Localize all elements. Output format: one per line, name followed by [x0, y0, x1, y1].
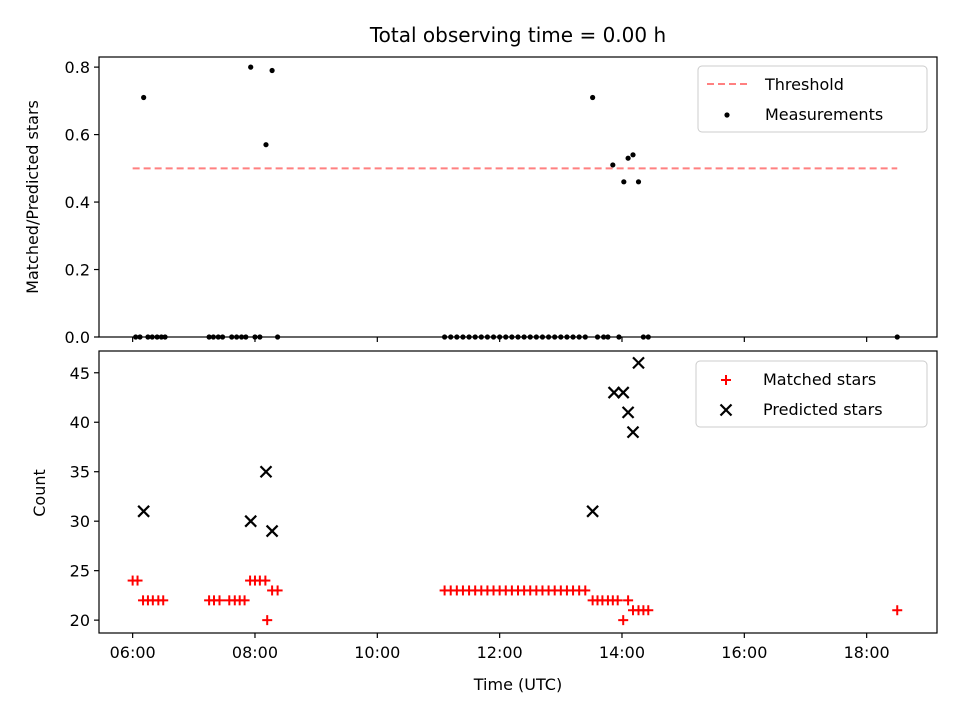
measurement-point: [590, 94, 596, 101]
threshold-legend-label: Threshold: [764, 75, 844, 94]
bottom-legend-box: [695, 360, 928, 428]
bottom-y-tick-label: 40: [70, 413, 90, 432]
measurements-legend-swatch: [724, 112, 730, 118]
measurement-point: [630, 152, 636, 158]
matched-star-point: [239, 595, 250, 606]
matched-star-point: [158, 595, 169, 606]
matched-star-point: [580, 585, 591, 596]
predicted-legend-marker: [719, 403, 733, 417]
bottom-x-tick-label: 12:00: [477, 643, 523, 662]
predicted-star-point: [616, 386, 630, 399]
top-y-tick-label: 0.8: [65, 58, 90, 77]
predicted-star-point: [244, 514, 257, 528]
measurement-point: [248, 64, 254, 70]
predicted-star-point: [632, 356, 645, 370]
bottom-y-axis: 20 25 30 35 40 45: [70, 364, 99, 630]
matched-star-point: [643, 605, 654, 616]
predicted-star-point: [621, 406, 635, 419]
bottom-y-tick-label: 35: [70, 463, 90, 482]
bottom-x-tick-label: 06:00: [110, 643, 156, 662]
bottom-legend: Matched stars Predicted stars: [695, 360, 928, 428]
matched-legend-marker: [721, 375, 731, 385]
matched-star-point: [612, 595, 623, 606]
bottom-x-tick-label: 14:00: [599, 643, 645, 662]
bottom-plot-frame: [98, 350, 938, 634]
bottom-y-tick-label: 25: [70, 562, 90, 581]
bottom-x-tick-label: 18:00: [844, 643, 890, 662]
matched-star-point: [623, 595, 634, 606]
chart-title: Total observing time = 0.00 h: [369, 23, 666, 47]
top-y-tick-label: 0.2: [65, 261, 90, 280]
top-plot-frame: [98, 56, 938, 338]
matched-star-point: [132, 575, 143, 586]
bottom-x-axis: 06:00 08:00 10:00 12:00 14:00 16:00 18:00: [110, 633, 890, 662]
bottom-x-tick-label: 08:00: [232, 643, 278, 662]
measurements-legend-label: Measurements: [765, 105, 883, 124]
measurement-point: [621, 179, 627, 185]
bottom-x-tick-label: 16:00: [721, 643, 767, 662]
bottom-x-axis-label: Time (UTC): [473, 675, 562, 694]
matched-star-point: [262, 615, 273, 626]
top-y-tick-label: 0.0: [65, 328, 90, 347]
predicted-star-point: [607, 386, 621, 399]
matched-star-point: [618, 615, 629, 626]
bottom-x-tick-label: 10:00: [354, 643, 400, 662]
matched-star-point: [272, 585, 283, 596]
matched-legend-swatch: [721, 375, 731, 385]
top-y-axis: 0.0 0.2 0.4 0.6 0.8: [65, 58, 99, 347]
measurement-point: [141, 94, 147, 101]
top-y-axis-label: Matched/Predicted stars: [23, 100, 42, 294]
matched-legend-label: Matched stars: [763, 370, 876, 389]
measurement-point: [625, 155, 631, 161]
matched-star-point: [260, 575, 271, 586]
matched-star-point: [214, 595, 225, 606]
predicted-legend-swatch: [719, 403, 733, 417]
top-legend: Threshold Measurements: [697, 65, 928, 133]
measurement-point: [269, 67, 275, 74]
bottom-y-tick-label: 30: [70, 512, 90, 531]
bottom-points-layer: [127, 356, 903, 626]
predicted-star-point: [137, 505, 150, 518]
measurement-point: [635, 179, 642, 185]
top-y-tick-label: 0.6: [65, 126, 90, 145]
predicted-star-point: [626, 425, 640, 439]
matched-star-point: [892, 605, 903, 616]
predicted-star-point: [259, 465, 273, 478]
bottom-panel: 20 25 30 35 40 45 06:00 08:00 10:00 12:00 14:00 16…: [30, 350, 938, 694]
measurement-point: [610, 162, 616, 168]
predicted-star-point: [586, 505, 599, 518]
predicted-star-point: [265, 524, 279, 538]
top-panel: 0.00.20.40.60.8 Matched/Predicted stars …: [23, 56, 938, 347]
top-legend-box: [697, 65, 928, 133]
bottom-y-axis-label: Count: [30, 469, 49, 517]
bottom-y-tick-label: 20: [70, 611, 90, 630]
measurement-point: [263, 142, 269, 148]
bottom-y-tick-label: 45: [70, 364, 90, 383]
top-y-tick-label: 0.4: [65, 193, 90, 212]
predicted-legend-label: Predicted stars: [763, 400, 883, 419]
top-x-axis: [132, 337, 868, 342]
